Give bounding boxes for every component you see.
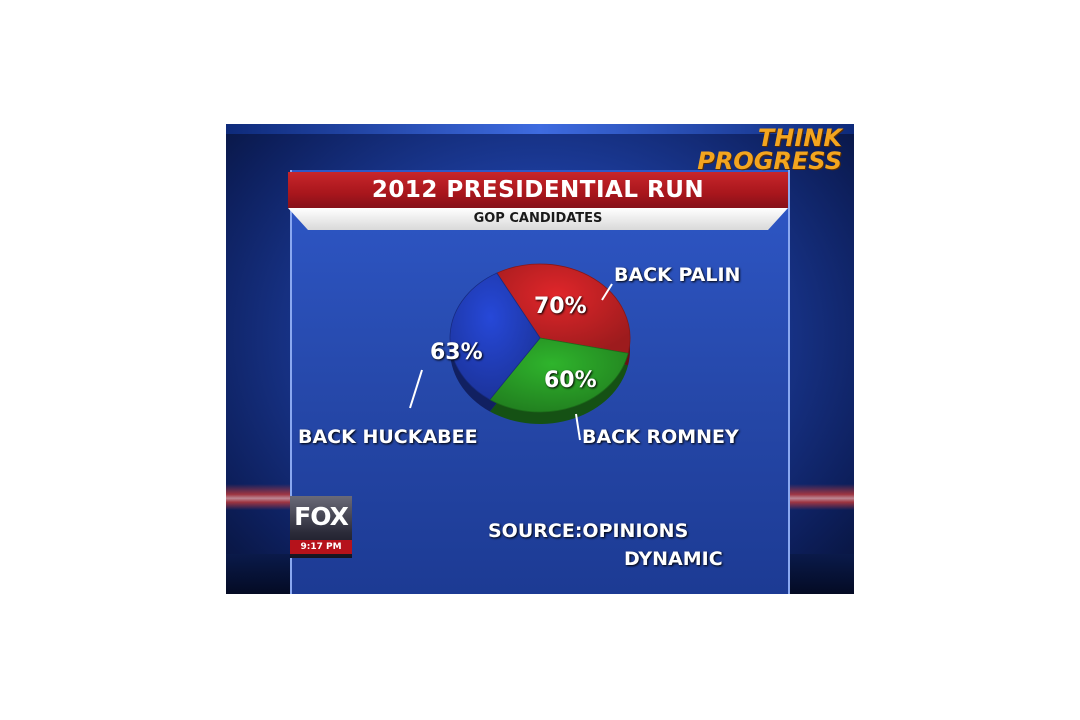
source-line-2: DYNAMIC — [624, 548, 723, 570]
slice-value-palin: 70% — [534, 294, 587, 319]
broadcast-time: 9:17 PM — [290, 540, 352, 554]
chart-title: 2012 PRESIDENTIAL RUN — [288, 172, 788, 208]
leader-line-romney — [575, 413, 581, 441]
pie-slice-back-palin — [496, 263, 631, 354]
fox-logo: FOX 9:17 PM — [290, 496, 352, 558]
background-stripe-top — [226, 124, 854, 134]
pie-chart — [409, 263, 631, 441]
slice-label-palin: BACK PALIN — [614, 264, 741, 286]
watermark-line-1: THINK — [757, 124, 842, 152]
pie-slice-back-huckabee — [449, 272, 541, 400]
broadcast-frame: 2012 PRESIDENTIAL RUN GOP CANDIDATES BAC… — [226, 124, 854, 594]
chart-subtitle: GOP CANDIDATES — [288, 208, 788, 230]
leader-line-huckabee — [409, 369, 423, 409]
leader-line-palin — [601, 283, 613, 301]
fox-logo-text: FOX — [294, 502, 349, 531]
pie-slice-back-romney — [489, 337, 629, 413]
think-progress-watermark: THINK PROGRESS — [697, 124, 842, 175]
source-line-1: SOURCE:OPINIONS — [488, 520, 689, 542]
slice-label-huckabee: BACK HUCKABEE — [298, 426, 478, 448]
watermark-line-2: PROGRESS — [697, 147, 842, 175]
slice-label-romney: BACK ROMNEY — [582, 426, 739, 448]
slice-value-romney: 60% — [544, 368, 597, 393]
slice-value-huckabee: 63% — [430, 340, 483, 365]
